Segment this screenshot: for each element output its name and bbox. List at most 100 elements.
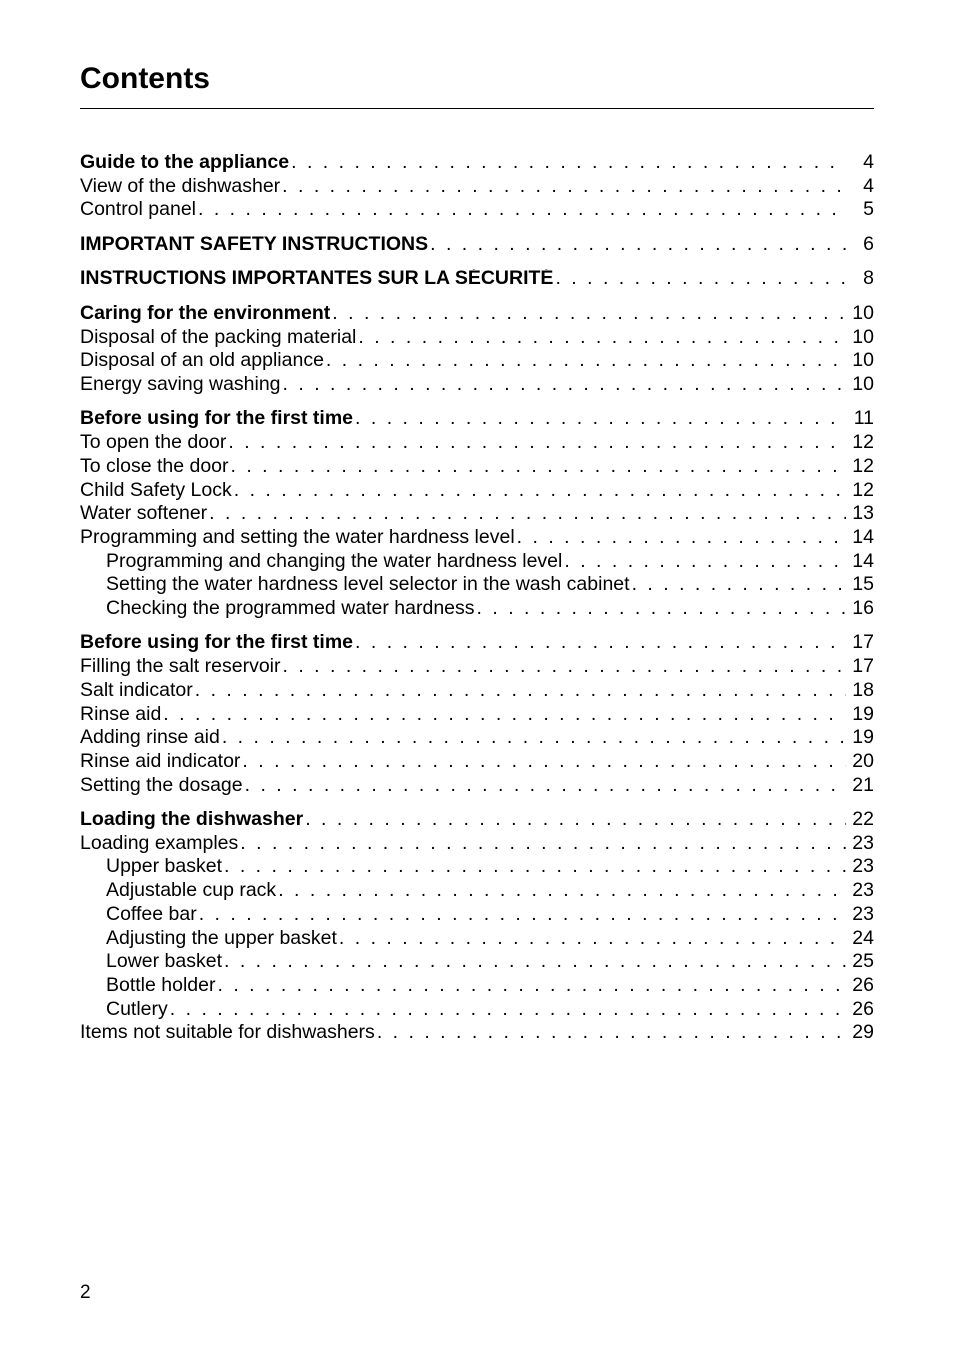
toc-entry-label: Rinse aid <box>80 705 161 725</box>
toc-entry-label: Before using for the first time <box>80 633 353 653</box>
toc-leader-dots: . . . . . . . . . . . . . . . . . . . . … <box>353 409 846 429</box>
toc-entry: Programming and changing the water hardn… <box>80 552 874 572</box>
toc-entry-page: 4 <box>846 177 874 197</box>
toc-leader-dots: . . . . . . . . . . . . . . . . . . . . … <box>553 269 846 289</box>
toc-leader-dots: . . . . . . . . . . . . . . . . . . . . … <box>161 705 846 725</box>
toc-entry-page: 18 <box>846 681 874 701</box>
toc-entry-page: 10 <box>846 304 874 324</box>
toc-leader-dots: . . . . . . . . . . . . . . . . . . . . … <box>240 752 846 772</box>
title-rule <box>80 108 874 109</box>
toc-leader-dots: . . . . . . . . . . . . . . . . . . . . … <box>197 905 846 925</box>
toc-entry: Setting the water hardness level selecto… <box>80 575 874 595</box>
toc-section-group: Before using for the first time . . . . .… <box>80 633 874 795</box>
toc-entry-label: Caring for the environment <box>80 304 330 324</box>
toc-entry-page: 15 <box>846 575 874 595</box>
toc-leader-dots: . . . . . . . . . . . . . . . . . . . . … <box>280 657 846 677</box>
toc-entry-page: 12 <box>846 457 874 477</box>
toc-leader-dots: . . . . . . . . . . . . . . . . . . . . … <box>289 153 846 173</box>
toc-entry-page: 19 <box>846 705 874 725</box>
toc-entry-page: 24 <box>846 929 874 949</box>
toc-entry-page: 12 <box>846 481 874 501</box>
toc-entry-page: 26 <box>846 1000 874 1020</box>
toc-entry-page: 8 <box>846 269 874 289</box>
toc-section-group: IMPORTANT SAFETY INSTRUCTIONS. . . . . .… <box>80 235 874 255</box>
toc-leader-dots: . . . . . . . . . . . . . . . . . . . . … <box>428 235 846 255</box>
toc-leader-dots: . . . . . . . . . . . . . . . . . . . . … <box>276 881 846 901</box>
toc-leader-dots: . . . . . . . . . . . . . . . . . . . . … <box>330 304 846 324</box>
toc-entry: Rinse aid indicator. . . . . . . . . . .… <box>80 752 874 772</box>
toc-entry-label: Items not suitable for dishwashers <box>80 1023 375 1043</box>
toc-entry: Setting the dosage. . . . . . . . . . . … <box>80 776 874 796</box>
toc-entry-label: View of the dishwasher <box>80 177 280 197</box>
toc-section-group: Guide to the appliance. . . . . . . . . … <box>80 153 874 220</box>
toc-leader-dots: . . . . . . . . . . . . . . . . . . . . … <box>216 976 847 996</box>
toc-entry-label: Loading the dishwasher <box>80 810 303 830</box>
toc-entry-page: 17 <box>846 633 874 653</box>
toc-entry: Disposal of the packing material. . . . … <box>80 328 874 348</box>
toc-entry-label: Energy saving washing <box>80 375 281 395</box>
toc-entry: View of the dishwasher. . . . . . . . . … <box>80 177 874 197</box>
toc-leader-dots: . . . . . . . . . . . . . . . . . . . . … <box>562 552 846 572</box>
toc-leader-dots: . . . . . . . . . . . . . . . . . . . . … <box>356 328 846 348</box>
table-of-contents: Guide to the appliance. . . . . . . . . … <box>80 153 874 1043</box>
toc-leader-dots: . . . . . . . . . . . . . . . . . . . . … <box>280 177 846 197</box>
toc-entry: IMPORTANT SAFETY INSTRUCTIONS. . . . . .… <box>80 235 874 255</box>
toc-entry-page: 19 <box>846 728 874 748</box>
toc-entry-label: Adjustable cup rack <box>106 881 276 901</box>
toc-entry-page: 10 <box>846 328 874 348</box>
toc-leader-dots: . . . . . . . . . . . . . . . . . . . . … <box>324 351 846 371</box>
toc-entry: To open the door. . . . . . . . . . . . … <box>80 433 874 453</box>
toc-leader-dots: . . . . . . . . . . . . . . . . . . . . … <box>303 810 846 830</box>
toc-leader-dots: . . . . . . . . . . . . . . . . . . . . … <box>226 433 846 453</box>
toc-entry-page: 6 <box>846 235 874 255</box>
toc-entry: To close the door. . . . . . . . . . . .… <box>80 457 874 477</box>
toc-entry: Bottle holder. . . . . . . . . . . . . .… <box>80 976 874 996</box>
toc-leader-dots: . . . . . . . . . . . . . . . . . . . . … <box>232 481 846 501</box>
toc-entry-label: IMPORTANT SAFETY INSTRUCTIONS <box>80 235 428 255</box>
toc-entry-label: Guide to the appliance <box>80 153 289 173</box>
toc-entry: Checking the programmed water hardness. … <box>80 599 874 619</box>
toc-entry-label: Adding rinse aid <box>80 728 220 748</box>
page-container: Contents Guide to the appliance. . . . .… <box>0 0 954 1352</box>
toc-entry-label: INSTRUCTIONS IMPORTANTES SUR LA SÉCURITÉ <box>80 269 553 289</box>
toc-entry: Water softener. . . . . . . . . . . . . … <box>80 504 874 524</box>
toc-entry-label: Filling the salt reservoir <box>80 657 280 677</box>
toc-entry: Disposal of an old appliance. . . . . . … <box>80 351 874 371</box>
toc-entry: Loading examples. . . . . . . . . . . . … <box>80 834 874 854</box>
toc-entry-page: 20 <box>846 752 874 772</box>
toc-entry-page: 29 <box>846 1023 874 1043</box>
toc-entry-page: 23 <box>846 857 874 877</box>
toc-entry: Adding rinse aid. . . . . . . . . . . . … <box>80 728 874 748</box>
toc-entry-page: 12 <box>846 433 874 453</box>
toc-entry-label: Lower basket <box>106 952 222 972</box>
toc-entry: Adjustable cup rack. . . . . . . . . . .… <box>80 881 874 901</box>
toc-entry-label: Water softener <box>80 504 207 524</box>
toc-leader-dots: . . . . . . . . . . . . . . . . . . . . … <box>475 599 846 619</box>
toc-leader-dots: . . . . . . . . . . . . . . . . . . . . … <box>196 200 846 220</box>
toc-section-group: INSTRUCTIONS IMPORTANTES SUR LA SÉCURITÉ… <box>80 269 874 289</box>
toc-entry-label: Programming and setting the water hardne… <box>80 528 515 548</box>
toc-leader-dots: . . . . . . . . . . . . . . . . . . . . … <box>168 1000 846 1020</box>
toc-entry-page: 4 <box>846 153 874 173</box>
toc-entry-page: 23 <box>846 905 874 925</box>
toc-entry: Programming and setting the water hardne… <box>80 528 874 548</box>
toc-entry-page: 22 <box>846 810 874 830</box>
toc-entry-label: Checking the programmed water hardness <box>106 599 475 619</box>
toc-entry: Items not suitable for dishwashers. . . … <box>80 1023 874 1043</box>
toc-entry: Cutlery. . . . . . . . . . . . . . . . .… <box>80 1000 874 1020</box>
toc-entry: Salt indicator. . . . . . . . . . . . . … <box>80 681 874 701</box>
toc-entry: Coffee bar. . . . . . . . . . . . . . . … <box>80 905 874 925</box>
toc-entry-label: Programming and changing the water hardn… <box>106 552 562 572</box>
toc-leader-dots: . . . . . . . . . . . . . . . . . . . . … <box>337 929 846 949</box>
toc-entry-label: Cutlery <box>106 1000 168 1020</box>
toc-entry-page: 26 <box>846 976 874 996</box>
toc-entry: Adjusting the upper basket. . . . . . . … <box>80 929 874 949</box>
toc-entry-label: Child Safety Lock <box>80 481 232 501</box>
toc-entry-page: 23 <box>846 834 874 854</box>
toc-entry-label: Setting the dosage <box>80 776 243 796</box>
toc-entry-label: Disposal of an old appliance <box>80 351 324 371</box>
toc-entry: Before using for the first time. . . . .… <box>80 409 874 429</box>
toc-leader-dots: . . . . . . . . . . . . . . . . . . . . … <box>222 952 846 972</box>
toc-entry-page: 21 <box>846 776 874 796</box>
toc-leader-dots: . . . . . . . . . . . . . . . . . . . . … <box>193 681 846 701</box>
